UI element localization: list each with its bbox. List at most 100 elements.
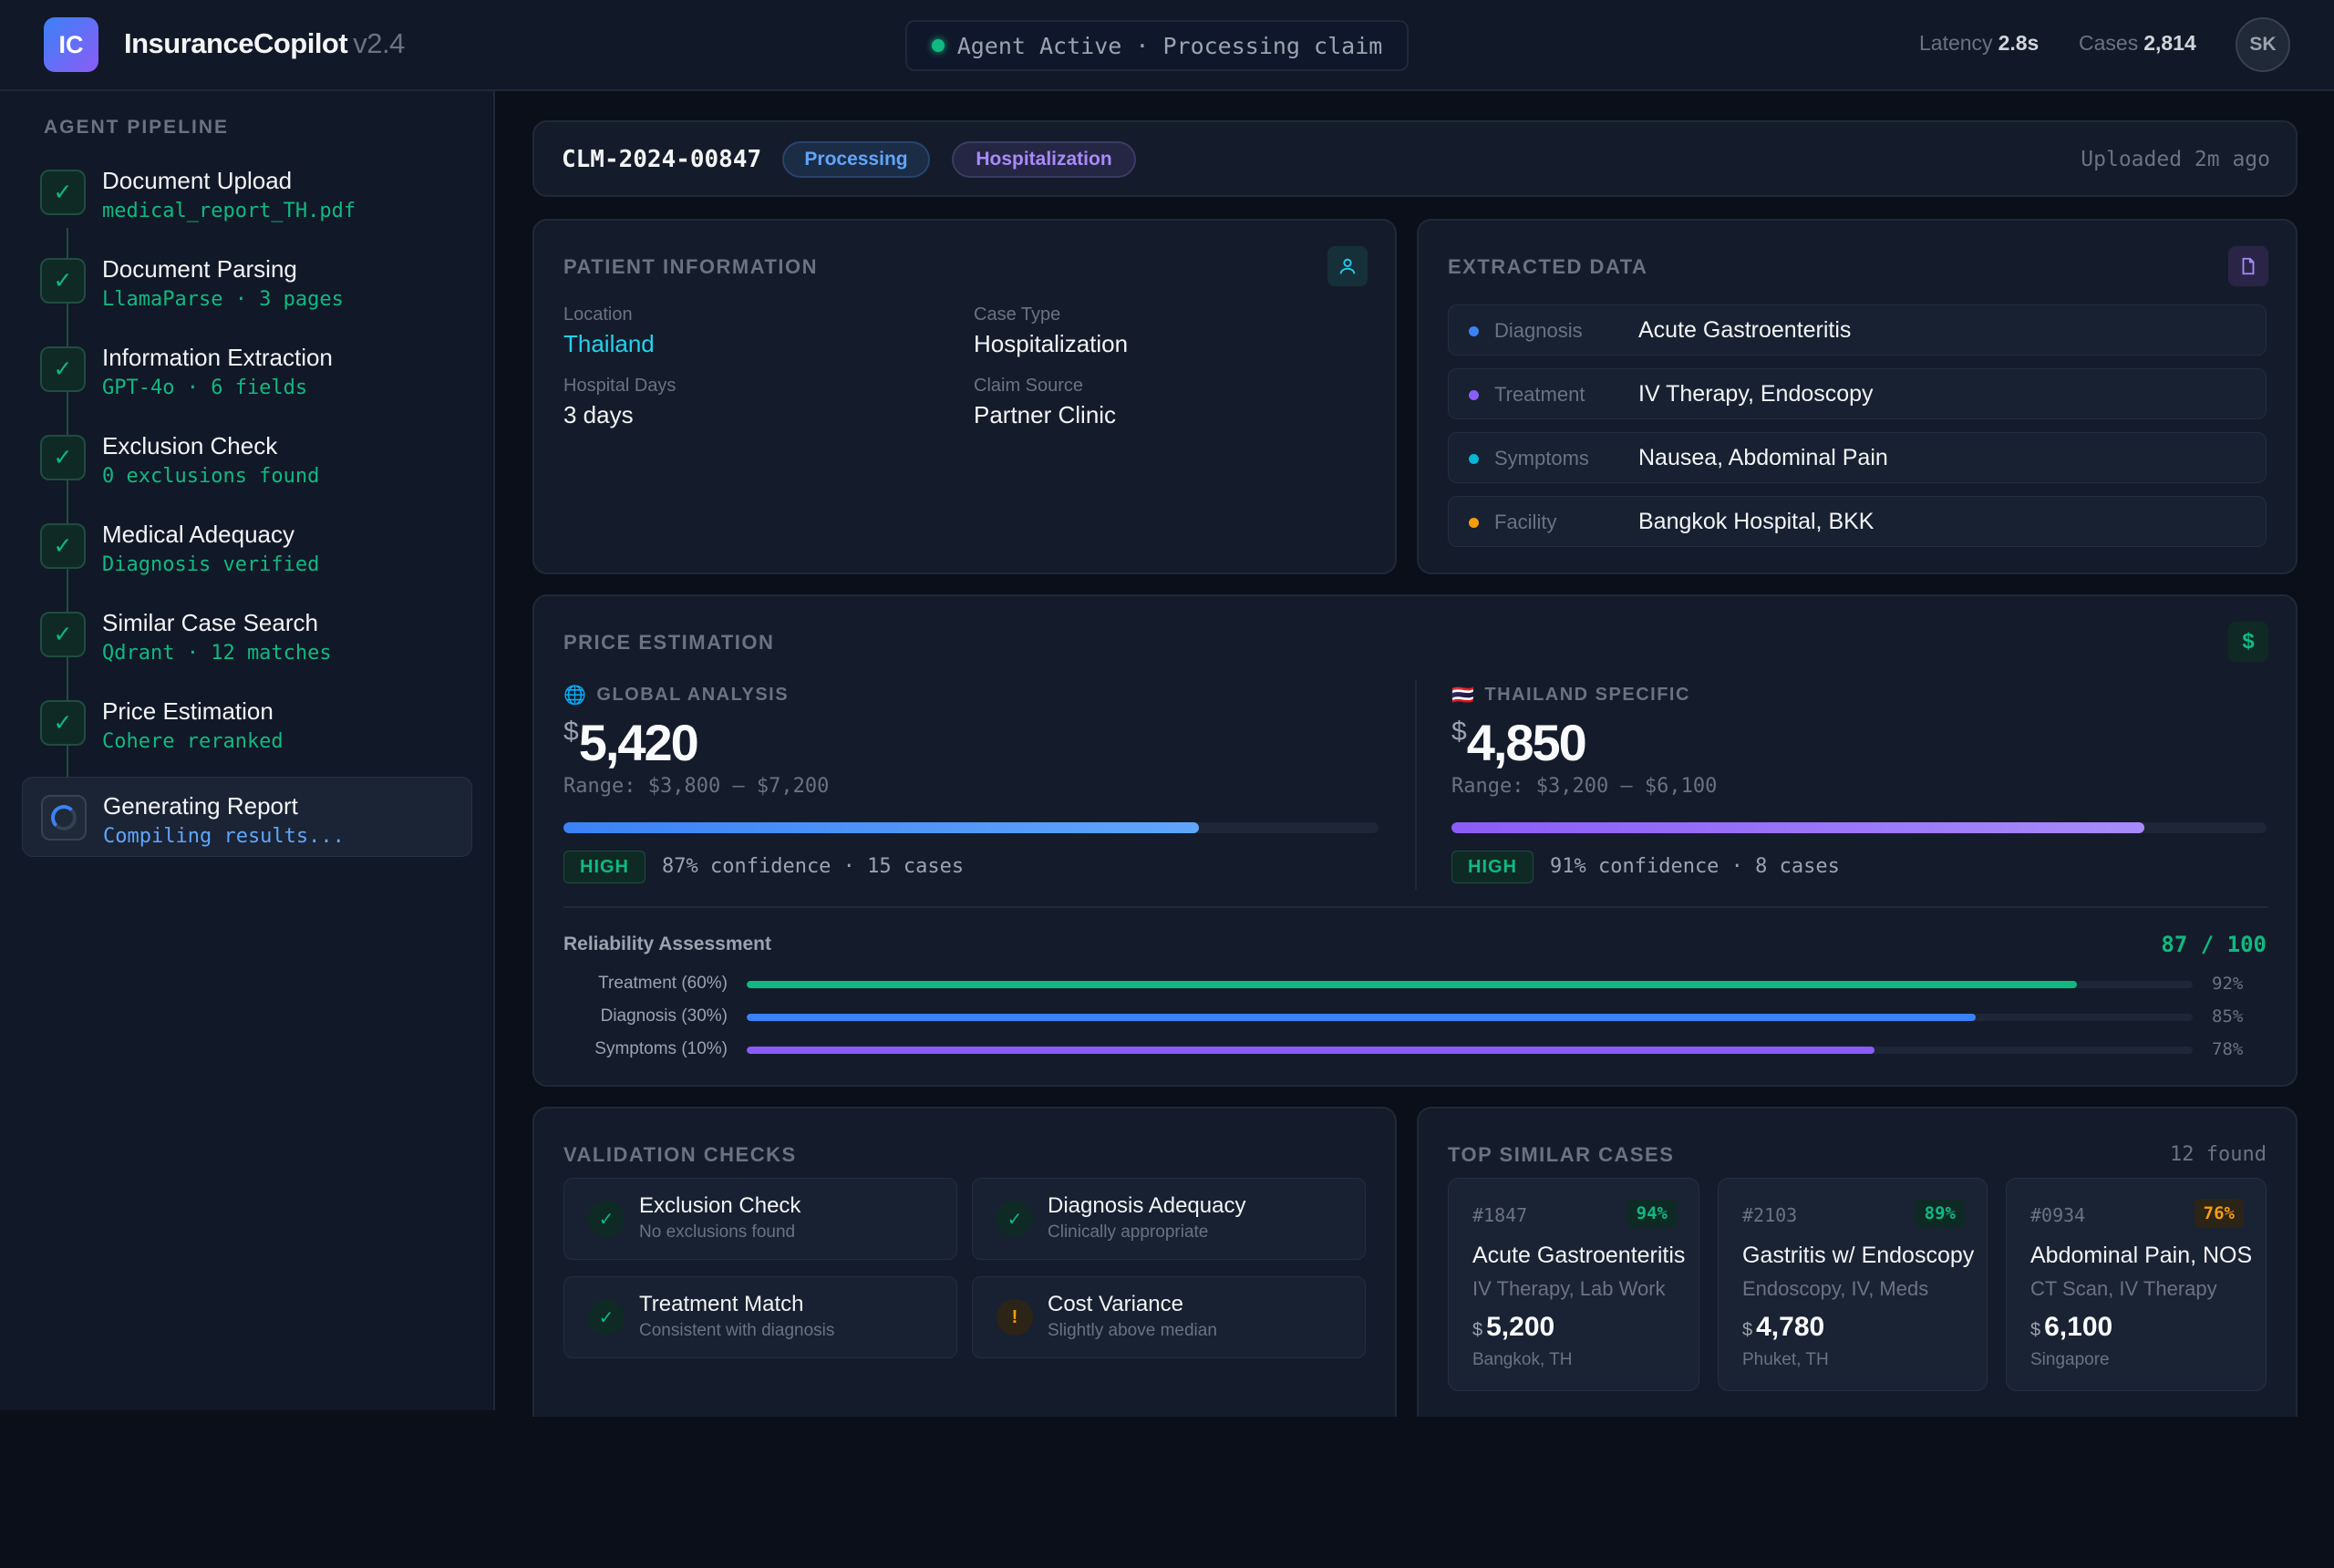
case-type-badge: Hospitalization [952, 141, 1136, 178]
case-name: Acute Gastroenteritis [1472, 1243, 1686, 1268]
agent-pipeline-sidebar: AGENT PIPELINE ✓ Document Upload medical… [0, 91, 495, 1410]
extracted-row-diagnosis: Diagnosis Acute Gastroenteritis [1448, 304, 2267, 356]
claim-source-label: Claim Source [974, 376, 1084, 396]
app-title: InsuranceCopilot v2.4 [124, 27, 405, 60]
similar-case-0934[interactable]: #0934 76% Abdominal Pain, NOS CT Scan, I… [2006, 1178, 2267, 1391]
latency-label: Latency [1919, 31, 1993, 55]
similar-cases-card: TOP SIMILAR CASES 12 found #1847 94% Acu… [1417, 1107, 2298, 1417]
check-icon: ✓ [40, 170, 86, 215]
cases-metric: Cases 2,814 [2079, 31, 2196, 56]
thailand-specific-heading: 🇹🇭 THAILAND SPECIFIC [1451, 684, 1690, 707]
thailand-price-amount: 4,850 [1466, 714, 1587, 771]
pipeline-step-information-extraction[interactable]: ✓ Information Extraction GPT-4o · 6 fiel… [22, 329, 472, 409]
check-icon: ✓ [40, 346, 86, 392]
extracted-row-symptoms: Symptoms Nausea, Abdominal Pain [1448, 432, 2267, 483]
reliability-title: Reliability Assessment [563, 934, 771, 954]
loading-spinner-icon [41, 795, 87, 841]
currency-symbol: $ [1451, 717, 1467, 747]
check-exclusion[interactable]: ✓ Exclusion Check No exclusions found [563, 1178, 957, 1260]
step-detail: 0 exclusions found [102, 465, 320, 488]
step-name: Medical Adequacy [102, 521, 295, 548]
case-desc: IV Therapy, Lab Work [1472, 1277, 1666, 1300]
step-detail: medical_report_TH.pdf [102, 200, 356, 222]
thailand-confidence-badge: HIGH [1451, 851, 1534, 883]
pipeline-step-price-estimation[interactable]: ✓ Price Estimation Cohere reranked [22, 683, 472, 763]
global-analysis-label: GLOBAL ANALYSIS [596, 685, 790, 705]
check-cost-variance[interactable]: ! Cost Variance Slightly above median [972, 1276, 1366, 1358]
user-icon[interactable] [1327, 246, 1368, 286]
thailand-price: $4,850 [1451, 713, 1587, 772]
row-key: Diagnosis [1494, 319, 1583, 342]
match-badge: 94% [1627, 1199, 1677, 1228]
case-type-value: Hospitalization [974, 330, 1129, 357]
pipeline-step-document-parsing[interactable]: ✓ Document Parsing LlamaParse · 3 pages [22, 241, 472, 321]
global-range-bar [563, 822, 1379, 833]
step-name: Similar Case Search [102, 609, 318, 636]
location-label: Location [563, 304, 633, 325]
card-title: VALIDATION CHECKS [563, 1143, 797, 1166]
diagnosis-dot-icon [1469, 326, 1479, 336]
similar-case-1847[interactable]: #1847 94% Acute Gastroenteritis IV Thera… [1448, 1178, 1699, 1391]
pipeline-step-generating-report[interactable]: Generating Report Compiling results... [22, 777, 472, 857]
case-price-amount: 6,100 [2044, 1312, 2113, 1342]
rel-label-diagnosis: Diagnosis (30%) [600, 1006, 728, 1026]
similar-case-2103[interactable]: #2103 89% Gastritis w/ Endoscopy Endosco… [1718, 1178, 1988, 1391]
pipeline-step-similar-case-search[interactable]: ✓ Similar Case Search Qdrant · 12 matche… [22, 594, 472, 675]
app-version: v2.4 [353, 27, 405, 59]
uploaded-time: Uploaded 2m ago [2081, 148, 2270, 171]
check-name: Treatment Match [639, 1292, 804, 1316]
hospital-days-value: 3 days [563, 401, 634, 428]
rel-bar-symptoms [747, 1047, 2193, 1054]
app-logo: IC [44, 17, 98, 72]
claim-header-bar: CLM-2024-00847 Processing Hospitalizatio… [532, 120, 2298, 197]
symptoms-dot-icon [1469, 454, 1479, 464]
step-name: Information Extraction [102, 344, 333, 371]
cases-label: Cases [2079, 31, 2139, 55]
step-detail: Compiling results... [103, 825, 345, 848]
case-name: Abdominal Pain, NOS [2030, 1243, 2253, 1268]
treatment-dot-icon [1469, 390, 1479, 400]
currency-symbol: $ [2030, 1320, 2041, 1340]
case-price-amount: 5,200 [1486, 1312, 1555, 1342]
step-detail: LlamaParse · 3 pages [102, 288, 344, 311]
app-name: InsuranceCopilot [124, 27, 348, 59]
facility-dot-icon [1469, 518, 1479, 528]
reliability-score: 87 / 100 [2161, 932, 2267, 957]
check-icon: ✓ [588, 1299, 625, 1336]
pipeline-step-medical-adequacy[interactable]: ✓ Medical Adequacy Diagnosis verified [22, 506, 472, 586]
status-badge: Processing [782, 141, 930, 178]
check-icon: ✓ [40, 700, 86, 746]
agent-status-text: Agent Active · Processing claim [956, 32, 1383, 59]
global-confidence-text: 87% confidence · 15 cases [662, 855, 965, 878]
claim-id: CLM-2024-00847 [562, 146, 762, 173]
user-avatar[interactable]: SK [2236, 17, 2290, 72]
extracted-data-card: EXTRACTED DATA Diagnosis Acute Gastroent… [1417, 219, 2298, 574]
check-detail: No exclusions found [639, 1222, 796, 1242]
case-location: Phuket, TH [1742, 1350, 1829, 1369]
card-title: PRICE ESTIMATION [563, 631, 775, 654]
case-price: $5,200 [1472, 1312, 1554, 1343]
step-detail: GPT-4o · 6 fields [102, 377, 308, 399]
patient-information-card: PATIENT INFORMATION Location Thailand Ca… [532, 219, 1397, 574]
price-estimation-card: PRICE ESTIMATION $ 🌐 GLOBAL ANALYSIS $5,… [532, 594, 2298, 1087]
rel-fill-symptoms [747, 1047, 1875, 1054]
global-price-amount: 5,420 [578, 714, 699, 771]
pipeline-step-exclusion-check[interactable]: ✓ Exclusion Check 0 exclusions found [22, 418, 472, 498]
claim-source-value: Partner Clinic [974, 401, 1117, 428]
row-value: Nausea, Abdominal Pain [1638, 445, 1888, 470]
rel-fill-treatment [747, 981, 2078, 988]
check-diagnosis-adequacy[interactable]: ✓ Diagnosis Adequacy Clinically appropri… [972, 1178, 1366, 1260]
row-value: Acute Gastroenteritis [1638, 317, 1852, 343]
global-analysis-heading: 🌐 GLOBAL ANALYSIS [563, 684, 789, 707]
case-type-label: Case Type [974, 304, 1061, 325]
check-name: Exclusion Check [639, 1193, 801, 1218]
step-detail: Cohere reranked [102, 730, 284, 753]
rel-fill-diagnosis [747, 1014, 1977, 1021]
check-icon: ✓ [588, 1201, 625, 1237]
document-icon[interactable] [2228, 246, 2268, 286]
pipeline-step-document-upload[interactable]: ✓ Document Upload medical_report_TH.pdf [22, 152, 472, 232]
validation-checks-card: VALIDATION CHECKS ✓ Exclusion Check No e… [532, 1107, 1397, 1417]
currency-symbol: $ [1472, 1320, 1483, 1340]
dollar-icon[interactable]: $ [2228, 622, 2268, 662]
check-treatment-match[interactable]: ✓ Treatment Match Consistent with diagno… [563, 1276, 957, 1358]
